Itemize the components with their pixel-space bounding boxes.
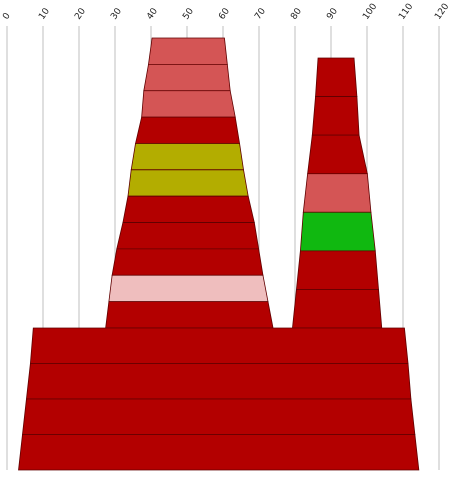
left-stack-segment-7 <box>122 195 255 223</box>
right-stack-segment-3 <box>307 134 368 175</box>
right-stack-segment-6 <box>295 250 379 290</box>
tick-label-layer: 0 10 20 30 40 50 60 70 80 90 100 110 120 <box>1 2 451 22</box>
x-tick-label-30: 30 <box>109 6 124 21</box>
left-stack-segment-10 <box>108 274 269 303</box>
right-stack <box>292 57 383 329</box>
x-tick-label-0: 0 <box>1 11 13 22</box>
x-tick-label-70: 70 <box>253 6 268 21</box>
left-stack-segment-5 <box>130 143 244 171</box>
left-stack-segment-11 <box>105 301 274 329</box>
x-tick-label-20: 20 <box>73 6 88 21</box>
right-stack-segment-7 <box>292 289 383 329</box>
base-stack-segment-2 <box>25 363 412 400</box>
left-stack-segment-9 <box>111 248 264 276</box>
right-stack-segment-4 <box>302 173 372 213</box>
base-stack-segment-3 <box>22 398 416 435</box>
left-stack-segment-6 <box>127 169 249 197</box>
x-tick-label-80: 80 <box>289 6 304 21</box>
x-tick-label-110: 110 <box>397 2 415 22</box>
right-stack-segment-2 <box>311 96 360 136</box>
left-stack-segment-2 <box>143 63 231 92</box>
x-tick-label-90: 90 <box>325 6 340 21</box>
x-tick-label-100: 100 <box>361 2 379 22</box>
right-stack-segment-5 <box>299 211 376 252</box>
left-stack-segment-3 <box>141 90 236 118</box>
left-stack-segment-4 <box>135 116 241 144</box>
x-tick-label-120: 120 <box>433 2 451 22</box>
x-tick-label-50: 50 <box>181 6 196 21</box>
base-stack-segment-1 <box>29 327 409 364</box>
base-stack <box>18 327 420 471</box>
x-tick-label-60: 60 <box>217 6 232 21</box>
x-tick-label-10: 10 <box>37 6 52 21</box>
left-stack <box>105 37 274 329</box>
left-stack-segment-8 <box>116 222 260 250</box>
base-stack-segment-4 <box>18 434 420 471</box>
left-stack-segment-1 <box>148 37 228 65</box>
bar-layer <box>18 37 420 471</box>
right-stack-segment-1 <box>315 57 358 97</box>
x-tick-label-40: 40 <box>145 6 160 21</box>
